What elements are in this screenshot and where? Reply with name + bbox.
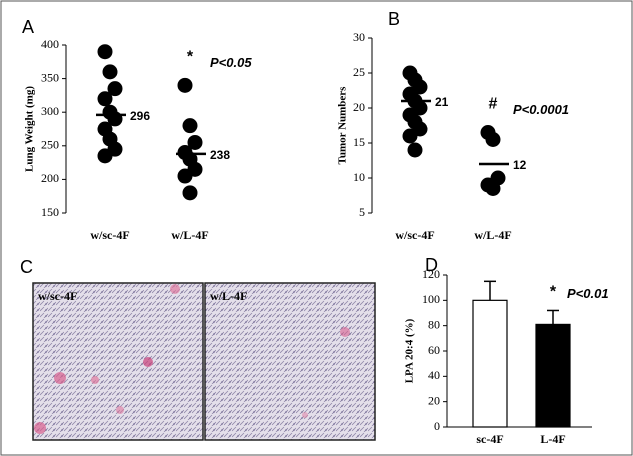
panel-letter: B (388, 9, 400, 29)
histology-image (204, 282, 376, 441)
p-value: P<0.05 (210, 55, 252, 70)
annotation: * (550, 284, 557, 301)
data-point (182, 118, 198, 134)
histology-image (32, 282, 204, 441)
data-point (187, 134, 203, 150)
y-axis-label: LPA 20:4 (%) (404, 318, 416, 383)
data-point (485, 181, 501, 196)
y-tick-label: 10 (353, 170, 365, 184)
image-label: w/sc-4F (38, 289, 77, 303)
data-point (407, 142, 423, 158)
y-tick-label: 60 (428, 343, 440, 357)
bar (535, 323, 571, 428)
mean-label: 21 (435, 95, 449, 109)
data-point (97, 148, 113, 164)
data-point (485, 132, 501, 147)
y-tick-label: 15 (353, 135, 365, 149)
y-tick-label: 350 (41, 70, 59, 84)
x-tick-label: w/L-4F (171, 228, 208, 242)
x-tick-label: w/sc-4F (90, 228, 129, 242)
x-tick-label: w/L-4F (474, 228, 511, 242)
y-tick-label: 0 (434, 419, 440, 433)
y-tick-label: 100 (422, 292, 440, 306)
y-tick-label: 80 (428, 317, 440, 331)
x-tick-label: w/sc-4F (395, 228, 434, 242)
panel-letter: C (20, 257, 33, 277)
mean-label: 296 (130, 109, 150, 123)
data-point (402, 128, 418, 144)
y-tick-label: 300 (41, 104, 59, 118)
y-tick-label: 400 (41, 37, 59, 51)
data-point (97, 44, 113, 60)
annotation: # (489, 96, 498, 113)
y-tick-label: 20 (428, 393, 440, 407)
p-value: P<0.0001 (513, 102, 569, 117)
x-tick-label: L-4F (540, 432, 565, 446)
mean-label: 12 (513, 158, 527, 172)
y-axis-label: Lung Weight (mg) (24, 86, 36, 172)
data-point (107, 81, 123, 97)
y-tick-label: 20 (353, 100, 365, 114)
y-tick-label: 40 (428, 368, 440, 382)
p-value: P<0.01 (567, 286, 609, 301)
data-point (102, 64, 118, 80)
y-tick-label: 30 (353, 30, 365, 44)
y-tick-label: 25 (353, 65, 365, 79)
data-point (182, 185, 198, 201)
data-point (97, 91, 113, 107)
panel-letter: A (22, 17, 34, 37)
y-tick-label: 120 (422, 267, 440, 281)
bar (472, 299, 508, 428)
mean-label: 238 (210, 148, 230, 162)
y-tick-label: 250 (41, 138, 59, 152)
data-point (177, 168, 193, 184)
x-tick-label: sc-4F (476, 432, 503, 446)
y-tick-label: 150 (41, 205, 59, 219)
y-tick-label: 200 (41, 171, 59, 185)
y-tick-label: 5 (359, 205, 365, 219)
y-axis-label: Tumor Numbers (337, 86, 349, 165)
annotation: * (187, 49, 194, 66)
panel-letter: D (425, 255, 438, 275)
data-point (177, 77, 193, 93)
image-label: w/L-4F (210, 289, 247, 303)
